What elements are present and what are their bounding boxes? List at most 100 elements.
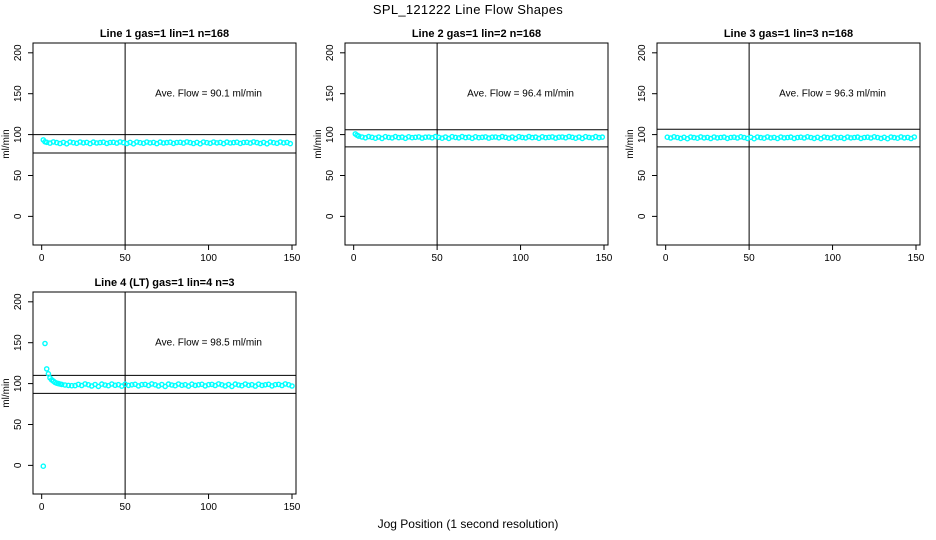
data-point: [289, 383, 295, 389]
data-point: [70, 139, 77, 146]
subplot-line4: Line 4 (LT) gas=1 lin=4 n=3 0 50 100 150 0 50…: [0, 267, 312, 516]
data-point: [235, 382, 242, 388]
subplot-line4-plot: 0 50 100 150 0 50 100 150 200 ml/min Ave. Flow = 9…: [1, 291, 301, 513]
data-point: [97, 139, 103, 146]
data-point: [516, 133, 522, 140]
data-point: [784, 134, 791, 141]
data-point: [861, 134, 868, 141]
y-tick-label: 50: [637, 169, 648, 181]
subplot-line1-title: Line 1 gas=1 lin=1 n=168: [99, 28, 230, 40]
data-point: [794, 134, 801, 141]
data-point: [426, 134, 432, 140]
data-point: [204, 139, 210, 146]
x-tick-label: 100: [824, 253, 841, 264]
x-tick-label: 0: [39, 253, 45, 264]
subplot-line2-title: Line 2 gas=1 lin=2 n=168: [411, 28, 542, 40]
ave-flow-annotation: Ave. Flow = 96.3 ml/min: [779, 89, 886, 100]
data-point: [147, 140, 153, 146]
figure-title: SPL_121222 Line Flow Shapes: [372, 2, 564, 17]
data-point: [93, 140, 100, 146]
y-tick-label: 150: [637, 85, 648, 102]
x-tick-label: 150: [284, 502, 301, 513]
data-point: [272, 381, 279, 388]
ave-flow-annotation: Ave. Flow = 98.5 ml/min: [155, 338, 262, 349]
y-tick-label: 100: [13, 126, 24, 143]
data-point: [50, 139, 57, 145]
data-point: [824, 134, 831, 141]
data-point: [280, 140, 287, 146]
data-point: [596, 134, 602, 141]
data-point: [891, 134, 898, 141]
y-axis-label: ml/min: [1, 129, 12, 158]
data-point: [888, 134, 894, 140]
data-point: [556, 134, 562, 140]
data-point: [385, 134, 392, 141]
subplot-line2-plot: 0 50 100 150 0 50 100 150 200 ml/min Ave. Flow = 9…: [313, 42, 613, 264]
data-point: [287, 140, 294, 147]
x-tick-label: 100: [200, 502, 217, 513]
x-tick-label: 50: [120, 253, 132, 264]
data-point: [412, 134, 419, 141]
x-tick-label: 0: [663, 253, 669, 264]
data-point: [62, 382, 68, 388]
ave-flow-annotation: Ave. Flow = 90.1 ml/min: [155, 89, 262, 100]
data-point: [192, 382, 198, 389]
plot-box: [344, 42, 609, 246]
data-point: [757, 134, 764, 141]
data-point: [546, 134, 552, 141]
data-point: [871, 134, 878, 140]
x-tick-label: 100: [512, 253, 529, 264]
data-point: [911, 134, 918, 140]
plot-box: [656, 42, 921, 246]
data-point: [422, 134, 429, 140]
data-point: [701, 135, 707, 141]
y-tick-label: 200: [13, 293, 24, 310]
data-point: [821, 134, 827, 140]
y-tick-label: 100: [637, 126, 648, 143]
y-tick-label: 0: [637, 213, 648, 219]
data-point: [43, 139, 50, 146]
subplot-line2: Line 2 gas=1 lin=2 n=168 0 50 100 150 0 50 100…: [312, 18, 624, 267]
figure-xlabel: Jog Position (1 second resolution): [377, 517, 559, 531]
data-point: [177, 139, 183, 146]
x-tick-label: 50: [744, 253, 756, 264]
data-point: [65, 382, 72, 389]
data-point: [163, 139, 170, 146]
data-point: [112, 382, 118, 389]
data-point: [58, 381, 65, 388]
y-tick-label: 50: [13, 418, 24, 430]
x-tick-label: 0: [351, 253, 357, 264]
x-tick-label: 150: [908, 253, 925, 264]
data-point: [462, 134, 469, 141]
data-point: [754, 134, 761, 140]
data-point: [519, 134, 525, 141]
y-axis-label: ml/min: [1, 378, 12, 407]
y-axis-label: ml/min: [313, 129, 324, 158]
data-point: [851, 134, 858, 141]
data-point: [901, 135, 908, 141]
data-point: [42, 340, 48, 347]
data-point: [128, 382, 135, 388]
data-point: [479, 134, 485, 141]
data-point: [173, 139, 180, 146]
data-point: [138, 381, 145, 388]
data-point: [214, 140, 220, 146]
data-point: [117, 139, 123, 145]
x-tick-label: 50: [432, 253, 444, 264]
x-tick-label: 150: [596, 253, 613, 264]
y-tick-label: 150: [13, 334, 24, 351]
y-tick-label: 100: [13, 375, 24, 392]
subplot-line1: Line 1 gas=1 lin=1 n=168 0 50 100 150 0 50 100…: [0, 18, 312, 267]
data-point: [691, 134, 697, 141]
subplot-line3: Line 3 gas=1 lin=3 n=168 0 50 100 150 0 50 100…: [624, 18, 936, 267]
subplot-line1-plot: 0 50 100 150 0 50 100 150 200 ml/min Ave. Flow = 9…: [1, 42, 301, 264]
data-point: [499, 133, 505, 140]
data-point: [566, 133, 572, 140]
data-point: [409, 134, 415, 141]
data-point: [240, 139, 247, 146]
data-point: [382, 133, 389, 140]
data-point: [728, 134, 734, 141]
data-point: [767, 135, 774, 141]
y-tick-label: 0: [325, 213, 336, 219]
